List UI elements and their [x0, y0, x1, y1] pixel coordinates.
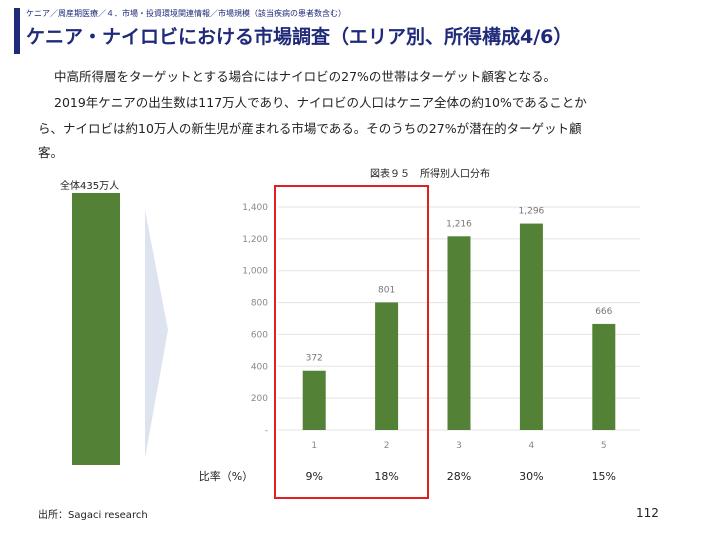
bar	[302, 370, 326, 430]
ratio-value: 28%	[447, 470, 471, 483]
bar	[447, 236, 471, 430]
x-tick-label: 5	[601, 441, 607, 451]
title-accent-bar	[14, 8, 20, 54]
page-number: 112	[636, 506, 659, 520]
bar	[519, 223, 543, 430]
body-line-3: ら、ナイロビは約10万人の新生児が産まれる市場である。そのうちの27%が潜在的タ…	[38, 121, 582, 136]
y-tick-label: 600	[251, 330, 268, 340]
total-population-label: 全体435万人	[60, 181, 120, 192]
body-line-4: 客。	[38, 145, 64, 160]
x-tick-label: 4	[529, 441, 535, 451]
arrow-shape	[145, 210, 168, 458]
bar	[375, 302, 399, 430]
y-tick-label: 1,200	[242, 235, 268, 245]
ratio-value: 15%	[592, 470, 616, 483]
bar-value-label: 666	[595, 307, 612, 317]
breadcrumb: ケニア／周産期医療／４．市場・投資環境関連情報／市場規模（該当疾病の患者数含む）	[26, 9, 346, 18]
bar-value-label: 372	[306, 354, 323, 364]
x-tick-label: 2	[384, 441, 390, 451]
y-tick-label: 400	[251, 362, 268, 372]
bar-value-label: 1,216	[446, 219, 472, 229]
page-title: ケニア・ナイロビにおける市場調査（エリア別、所得構成4/6）	[26, 26, 573, 48]
body-line-2: 2019年ケニアの出生数は117万人であり、ナイロビの人口はケニア全体の約10%…	[54, 95, 587, 110]
x-tick-label: 3	[456, 441, 462, 451]
body-line-1: 中高所得層をターゲットとする場合にはナイロビの27%の世帯はターゲット顧客となる…	[54, 69, 557, 84]
ratio-label: 比率（%）	[199, 469, 253, 483]
y-tick-label: -	[265, 426, 268, 436]
y-tick-label: 200	[251, 394, 268, 404]
ratio-value: 18%	[374, 470, 398, 483]
x-tick-label: 1	[311, 441, 317, 451]
bar-value-label: 801	[378, 285, 395, 295]
total-population-bar	[72, 193, 120, 465]
bar-value-label: 1,296	[519, 207, 545, 217]
y-tick-label: 1,000	[242, 267, 268, 277]
bar	[592, 323, 616, 430]
source-note: 出所：Sagaci research	[38, 510, 148, 521]
ratio-value: 9%	[305, 470, 322, 483]
y-tick-label: 800	[251, 299, 268, 309]
target-highlight-box	[274, 185, 429, 499]
ratio-value: 30%	[519, 470, 543, 483]
y-tick-label: 1,400	[242, 203, 268, 213]
figure-caption: 図表９５ 所得別人口分布	[370, 169, 490, 180]
